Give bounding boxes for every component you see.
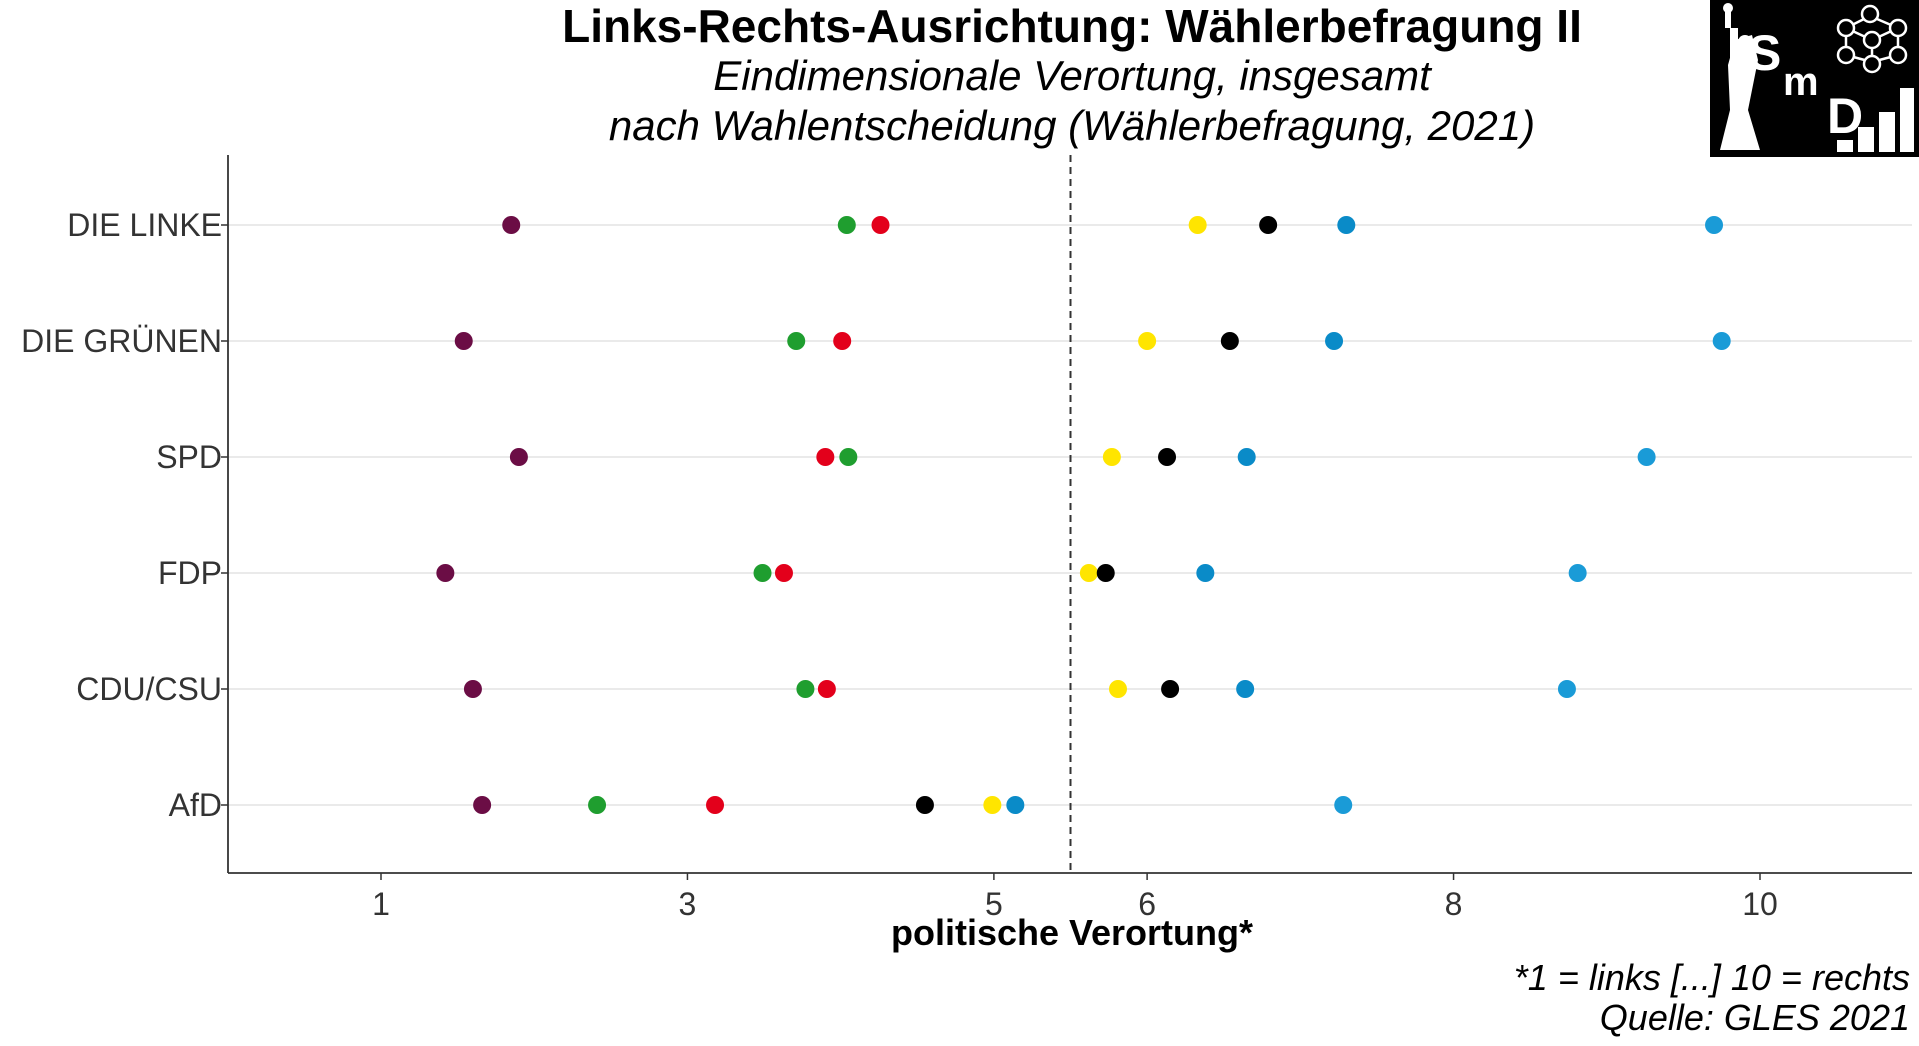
- data-point: [1220, 332, 1239, 350]
- data-point: [1158, 448, 1177, 466]
- data-point: [1079, 564, 1098, 582]
- data-point: [1557, 680, 1576, 698]
- data-point: [706, 796, 725, 814]
- data-points: [436, 216, 1731, 814]
- y-tick-label: DIE LINKE: [67, 207, 222, 243]
- logo-letter-s: S: [1748, 25, 1781, 81]
- data-point: [454, 332, 473, 350]
- data-point: [463, 680, 482, 698]
- caption-scale-note: *1 = links [...] 10 = rechts: [1514, 957, 1910, 998]
- data-point: [502, 216, 521, 234]
- data-point: [1637, 448, 1656, 466]
- data-point: [753, 564, 772, 582]
- logo-letter-d: D: [1827, 88, 1863, 144]
- data-point: [1236, 680, 1255, 698]
- chart-subtitle-line1: Eindimensionale Verortung, insgesamt: [713, 52, 1433, 99]
- data-point: [983, 796, 1002, 814]
- y-tick-labels: DIE LINKE DIE GRÜNEN SPD FDP CDU/CSU AfD: [21, 207, 222, 823]
- x-axis-label: politische Verortung*: [891, 912, 1253, 953]
- data-point: [1568, 564, 1587, 582]
- data-point: [473, 796, 492, 814]
- data-point: [796, 680, 815, 698]
- x-tick-label: 8: [1445, 886, 1463, 922]
- data-point: [436, 564, 455, 582]
- data-point: [817, 680, 836, 698]
- data-point: [588, 796, 607, 814]
- data-point: [837, 216, 856, 234]
- x-tick-label: 6: [1138, 886, 1156, 922]
- y-tick-label: CDU/CSU: [76, 671, 222, 707]
- data-point: [915, 796, 934, 814]
- statue-of-liberty-icon: [1720, 3, 1760, 150]
- data-point: [1705, 216, 1724, 234]
- y-tick-label: DIE GRÜNEN: [21, 323, 222, 359]
- data-point: [1096, 564, 1115, 582]
- data-point: [839, 448, 858, 466]
- data-point: [1006, 796, 1025, 814]
- x-tick-label: 1: [372, 886, 390, 922]
- caption-source: Quelle: GLES 2021: [1600, 997, 1910, 1038]
- x-tick-label: 5: [985, 886, 1003, 922]
- data-point: [1108, 680, 1127, 698]
- data-point: [1334, 796, 1353, 814]
- data-point: [816, 448, 835, 466]
- data-point: [509, 448, 528, 466]
- chart-title: Links-Rechts-Ausrichtung: Wählerbefragun…: [562, 0, 1582, 52]
- x-tick-label: 3: [679, 886, 697, 922]
- data-point: [1325, 332, 1344, 350]
- data-point: [1138, 332, 1157, 350]
- smd-logo: S m D: [1710, 0, 1919, 157]
- data-point: [774, 564, 793, 582]
- data-point: [1337, 216, 1356, 234]
- x-tick-label: 10: [1742, 886, 1778, 922]
- data-point: [1712, 332, 1731, 350]
- axes: [221, 155, 1912, 880]
- data-point: [1161, 680, 1180, 698]
- data-point: [833, 332, 852, 350]
- y-tick-label: FDP: [158, 555, 222, 591]
- bar-chart-icon: [1837, 88, 1914, 152]
- y-tick-label: AfD: [169, 787, 222, 823]
- x-tick-labels: 1 3 5 6 8 10: [372, 886, 1778, 922]
- chart-subtitle-line2: nach Wahlentscheidung (Wählerbefragung, …: [609, 102, 1535, 149]
- data-point: [871, 216, 890, 234]
- data-point: [1196, 564, 1215, 582]
- data-point: [1259, 216, 1278, 234]
- logo-letter-m: m: [1783, 60, 1819, 104]
- y-tick-label: SPD: [156, 439, 222, 475]
- data-point: [1237, 448, 1256, 466]
- data-point: [1188, 216, 1207, 234]
- network-icon: [1836, 4, 1908, 74]
- data-point: [1102, 448, 1121, 466]
- data-point: [787, 332, 806, 350]
